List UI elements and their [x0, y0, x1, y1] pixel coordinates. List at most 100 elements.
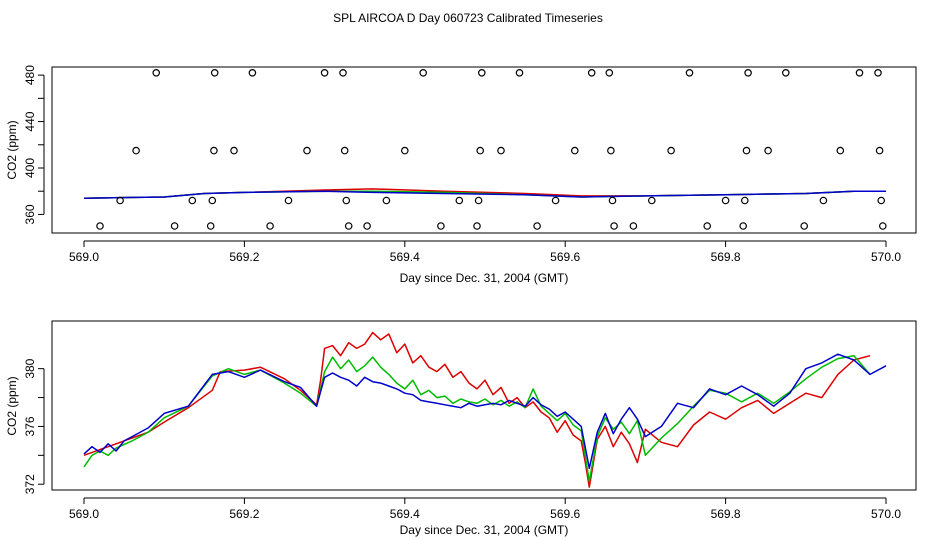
- data-point-marker: [570, 146, 579, 155]
- data-point-marker: [855, 69, 864, 77]
- data-point-marker: [474, 196, 483, 205]
- top-y-axis: 360 400 440 480: [23, 65, 45, 224]
- data-point-marker: [497, 146, 505, 155]
- top-x-axis-label: Day since Dec. 31, 2004 (GMT): [400, 271, 569, 285]
- bottom-y-tick-label: 376: [23, 416, 37, 436]
- data-point-marker: [551, 196, 560, 205]
- data-point-marker: [667, 146, 675, 155]
- data-point-marker: [875, 146, 884, 155]
- data-point-marker: [320, 69, 329, 77]
- data-point-marker: [210, 146, 218, 155]
- data-point-marker: [152, 69, 161, 77]
- data-point-marker: [344, 222, 353, 230]
- data-point-marker: [477, 69, 486, 77]
- top-x-tick-label: 569.8: [711, 250, 741, 264]
- bottom-series-green: [83, 354, 871, 483]
- top-x-axis: 569.0 569.2 569.4 569.6 569.8 570.0: [69, 240, 901, 264]
- data-point-marker: [781, 69, 790, 77]
- data-point-marker: [363, 222, 371, 230]
- top-x-tick-label: 570.0: [871, 250, 901, 264]
- data-point-marker: [878, 222, 887, 230]
- data-point-marker: [340, 146, 349, 155]
- data-point-marker: [132, 146, 140, 155]
- data-point-marker: [210, 69, 219, 77]
- top-x-tick-label: 569.4: [390, 250, 420, 264]
- top-markers: [96, 69, 887, 230]
- data-point-marker: [116, 196, 124, 205]
- data-point-marker: [208, 196, 217, 205]
- data-point-marker: [607, 146, 615, 155]
- top-y-tick-label: 480: [23, 65, 37, 85]
- data-point-marker: [703, 222, 712, 230]
- data-point-marker: [836, 146, 845, 155]
- data-point-marker: [647, 196, 656, 205]
- top-x-tick-label: 569.2: [229, 250, 259, 264]
- bottom-x-tick-label: 569.4: [390, 507, 420, 521]
- data-point-marker: [342, 196, 351, 205]
- bottom-y-axis: 372 376 380: [23, 358, 45, 494]
- data-point-marker: [874, 69, 882, 77]
- data-point-marker: [608, 196, 617, 205]
- data-point-marker: [188, 196, 197, 205]
- data-point-marker: [744, 69, 752, 77]
- data-point-marker: [206, 222, 215, 230]
- bottom-plot-frame: [51, 320, 917, 491]
- data-point-marker: [266, 222, 274, 230]
- data-point-marker: [533, 222, 541, 230]
- data-point-marker: [587, 69, 596, 77]
- data-point-marker: [742, 146, 751, 155]
- bottom-y-tick-label: 372: [23, 474, 37, 494]
- top-panel: 569.0 569.2 569.4 569.6 569.8 570.0 360 400 440…: [5, 65, 917, 285]
- data-point-marker: [629, 222, 638, 230]
- bottom-series-lines: [83, 331, 887, 488]
- bottom-x-axis-label: Day since Dec. 31, 2004 (GMT): [400, 523, 569, 537]
- bottom-series-red: [83, 331, 871, 488]
- data-point-marker: [400, 146, 409, 155]
- data-point-marker: [170, 222, 179, 230]
- bottom-x-tick-label: 569.2: [229, 507, 259, 521]
- top-y-tick-label: 360: [23, 204, 37, 224]
- data-point-marker: [740, 196, 749, 205]
- data-point-marker: [610, 222, 618, 230]
- data-point-marker: [248, 69, 257, 77]
- data-point-marker: [303, 146, 311, 155]
- bottom-y-axis-label: CO2 (ppm): [5, 376, 19, 435]
- data-point-marker: [284, 196, 293, 205]
- data-point-marker: [877, 196, 886, 205]
- data-point-marker: [230, 146, 238, 155]
- chart-title: SPL AIRCOA D Day 060723 Calibrated Times…: [333, 11, 603, 25]
- bottom-x-tick-label: 569.0: [69, 507, 99, 521]
- data-point-marker: [437, 222, 445, 230]
- bottom-x-tick-label: 569.6: [550, 507, 580, 521]
- bottom-y-tick-label: 380: [23, 358, 37, 378]
- data-point-marker: [800, 222, 809, 230]
- top-x-tick-label: 569.6: [550, 250, 580, 264]
- top-x-tick-label: 569.0: [69, 250, 99, 264]
- top-series-lines: [83, 188, 886, 199]
- data-point-marker: [473, 222, 481, 230]
- data-point-marker: [339, 69, 347, 77]
- bottom-series-blue: [83, 353, 887, 470]
- data-point-marker: [476, 146, 485, 155]
- bottom-panel: 569.0 569.2 569.4 569.6 569.8 570.0 372 376 380…: [5, 320, 917, 537]
- data-point-marker: [739, 222, 748, 230]
- data-point-marker: [96, 222, 104, 230]
- data-point-marker: [685, 69, 694, 77]
- data-point-marker: [764, 146, 772, 155]
- top-y-axis-label: CO2 (ppm): [5, 120, 19, 179]
- bottom-x-tick-label: 569.8: [711, 507, 741, 521]
- data-point-marker: [419, 69, 428, 77]
- bottom-x-axis: 569.0 569.2 569.4 569.6 569.8 570.0: [69, 497, 901, 521]
- data-point-marker: [605, 69, 614, 77]
- data-point-marker: [721, 196, 730, 205]
- data-point-marker: [382, 196, 391, 205]
- top-y-tick-label: 440: [23, 111, 37, 131]
- top-y-tick-label: 400: [23, 158, 37, 178]
- top-series-blue: [83, 190, 886, 199]
- data-point-marker: [455, 196, 464, 205]
- data-point-marker: [515, 69, 524, 77]
- top-plot-frame: [51, 66, 917, 234]
- data-point-marker: [819, 196, 828, 205]
- bottom-x-tick-label: 570.0: [871, 507, 901, 521]
